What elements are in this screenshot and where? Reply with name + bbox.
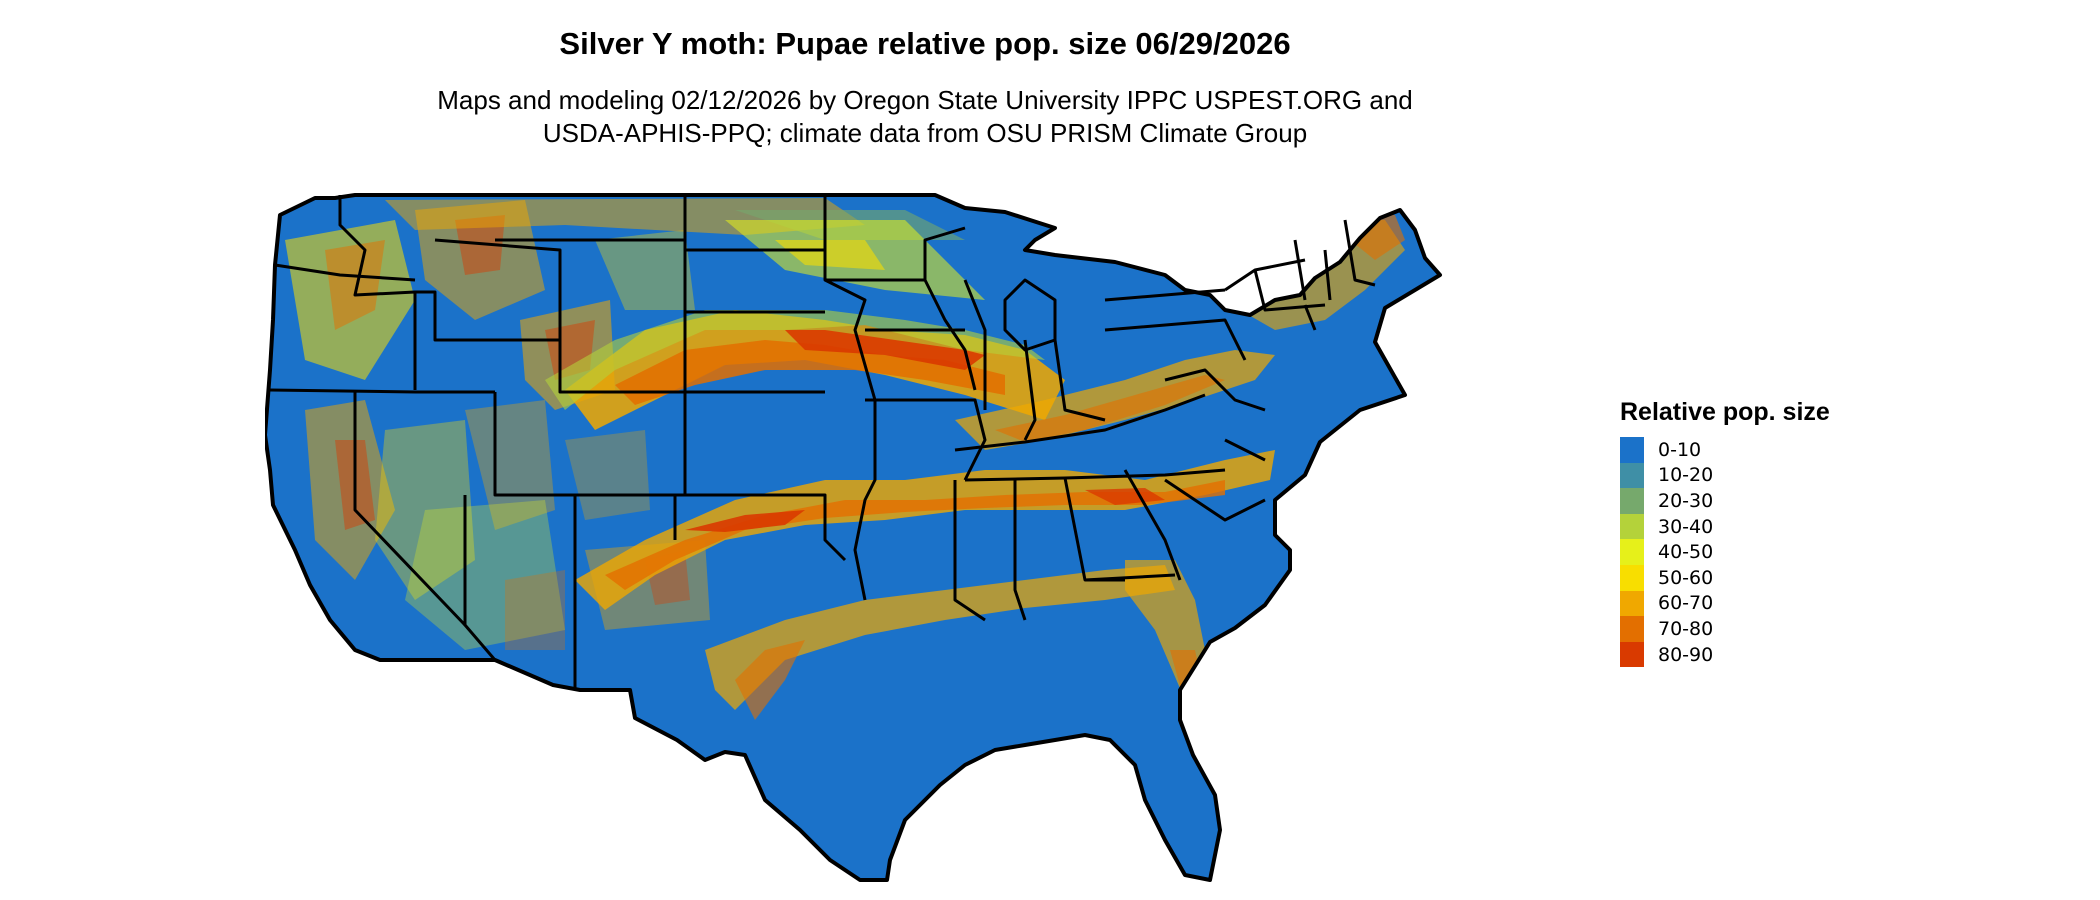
- legend-item: 20-30: [1620, 488, 1830, 514]
- map-title: Silver Y moth: Pupae relative pop. size …: [559, 26, 1291, 61]
- legend-label: 30-40: [1658, 515, 1714, 538]
- legend-item: 70-80: [1620, 616, 1830, 642]
- legend-item: 80-90: [1620, 641, 1830, 668]
- legend-swatch: [1620, 641, 1644, 668]
- map-subtitle: Maps and modeling 02/12/2026 by Oregon S…: [0, 84, 1850, 150]
- legend-item: 40-50: [1620, 539, 1830, 565]
- legend-item: 0-10: [1620, 437, 1830, 463]
- subtitle-line-2: USDA-APHIS-PPQ; climate data from OSU PR…: [542, 118, 1308, 148]
- western-speckle-zone: [285, 200, 710, 650]
- state-borders: [265, 193, 1442, 882]
- legend-label: 10-20: [1658, 464, 1714, 487]
- legend-item: 50-60: [1620, 564, 1830, 591]
- legend-label: 80-90: [1658, 643, 1714, 666]
- legend-swatch: [1620, 539, 1644, 565]
- legend-swatch: [1620, 513, 1644, 540]
- legend-label: 20-30: [1658, 489, 1714, 512]
- legend-title: Relative pop. size: [1620, 398, 1830, 426]
- gulf-coast-band: [705, 565, 1175, 710]
- legend-items: 0-10 10-20 20-30 30-40 40-50 50-60 60-70 70-80 8…: [1620, 437, 1830, 668]
- legend-swatch: [1620, 488, 1644, 514]
- legend-item: 10-20: [1620, 462, 1830, 489]
- legend-label: 70-80: [1658, 617, 1714, 640]
- legend-swatch: [1620, 590, 1644, 617]
- legend-swatch: [1620, 462, 1644, 489]
- subtitle-line-1: Maps and modeling 02/12/2026 by Oregon S…: [437, 85, 1413, 115]
- legend-label: 50-60: [1658, 566, 1714, 589]
- legend-item: 30-40: [1620, 513, 1830, 540]
- us-heat-map: [265, 193, 1442, 882]
- legend-swatch: [1620, 437, 1644, 463]
- legend-label: 60-70: [1658, 592, 1714, 615]
- legend-item: 60-70: [1620, 590, 1830, 617]
- legend: Relative pop. size 0-10 10-20 20-30 30-40 40…: [1620, 398, 1830, 668]
- legend-swatch: [1620, 564, 1644, 591]
- legend-label: 0-10: [1658, 438, 1702, 461]
- legend-label: 40-50: [1658, 541, 1714, 564]
- legend-swatch: [1620, 616, 1644, 642]
